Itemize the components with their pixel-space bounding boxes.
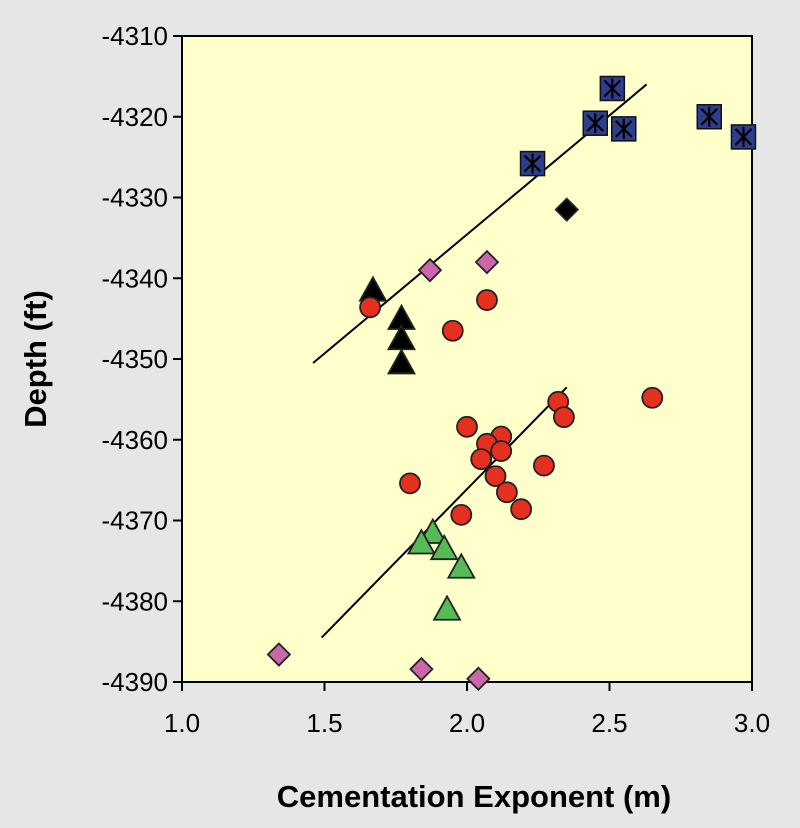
data-point-diamond (409, 656, 434, 682)
data-point-circle (359, 296, 382, 319)
data-point-diamond (474, 249, 500, 275)
data-point-circle (553, 406, 575, 429)
data-point-triangle (386, 348, 416, 375)
axes: -4310 -4320 -4330 -4340 -4350 -4360 -4370 -4380… (102, 21, 771, 738)
y-tick-label: -4380 (102, 586, 169, 616)
data-point-circle (476, 289, 498, 311)
y-tick-label: -4390 (102, 667, 169, 697)
data-point-square-star (599, 75, 626, 102)
plot-area (181, 35, 753, 683)
data-point-circle (399, 472, 421, 495)
data-point-diamond (466, 666, 491, 692)
data-point-circle (484, 465, 507, 487)
y-tick-label: -4360 (102, 425, 169, 455)
x-tick-label: 1.0 (164, 708, 200, 738)
data-point-square-star (696, 104, 722, 130)
data-point-triangle (432, 594, 462, 621)
data-point-circle (533, 454, 555, 477)
data-point-triangle (446, 552, 476, 579)
data-point-square-star (611, 116, 637, 142)
data-point-square-star (730, 124, 757, 150)
y-tick-label: -4340 (102, 263, 169, 293)
x-tick-label: 3.0 (734, 708, 770, 738)
y-tick-label: -4330 (102, 183, 169, 213)
data-point-diamond (266, 642, 292, 667)
data-points (266, 75, 757, 692)
y-axis-title: Depth (ft) (18, 290, 53, 428)
y-tick-label: -4350 (102, 344, 169, 374)
y-tick-label: -4310 (102, 21, 169, 51)
x-tick-label: 1.5 (306, 708, 342, 738)
data-point-diamond (417, 257, 443, 283)
y-tick-label: -4320 (102, 102, 169, 132)
trend-line (320, 386, 568, 639)
data-point-circle (450, 503, 473, 526)
data-point-circle (495, 481, 518, 504)
data-point-circle (456, 415, 478, 438)
data-point-triangle (406, 528, 436, 555)
x-axis-title: Cementation Exponent (m) (277, 779, 671, 814)
data-point-circle (470, 448, 493, 471)
data-point-square-star (519, 150, 546, 177)
data-point-circle (490, 440, 513, 462)
data-point-square-star (582, 110, 608, 136)
data-point-diamond (554, 197, 580, 222)
data-point-circle (641, 386, 664, 409)
y-tick-label: -4370 (102, 506, 169, 536)
data-point-triangle (429, 533, 459, 561)
x-tick-label: 2.0 (449, 708, 485, 738)
data-point-circle (510, 498, 533, 521)
x-tick-label: 2.5 (591, 708, 627, 738)
data-point-circle (441, 319, 464, 342)
